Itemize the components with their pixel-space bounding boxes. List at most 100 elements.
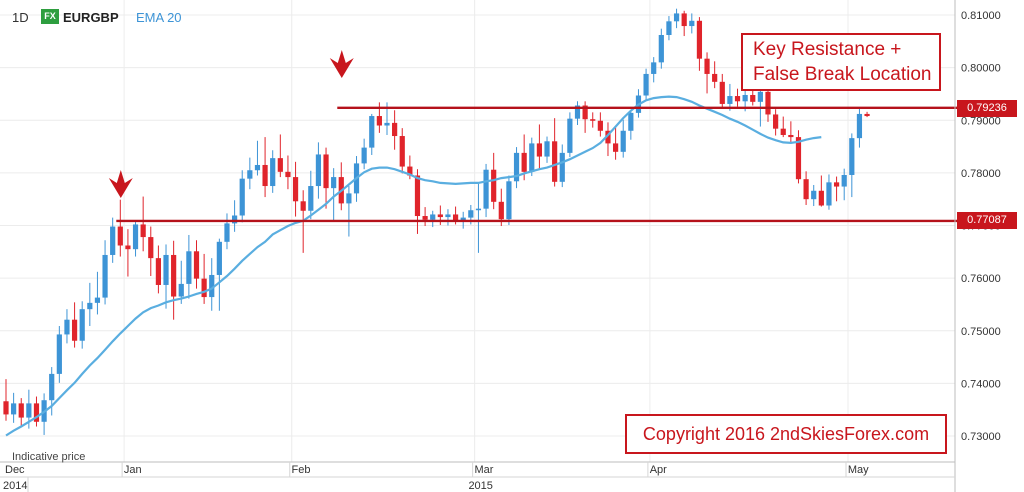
candle-body: [18, 403, 24, 418]
y-tick-label: 0.78000: [961, 168, 1001, 180]
ema-line: [5, 95, 822, 437]
candle-body: [224, 223, 230, 242]
candle-body: [384, 122, 390, 126]
candle-body: [171, 254, 177, 297]
candle-body: [270, 158, 276, 187]
candle-body: [452, 214, 459, 222]
candle-body: [315, 154, 322, 187]
candle-body: [719, 81, 725, 104]
candle-body: [163, 254, 169, 285]
candle-body: [102, 254, 108, 298]
candle-body: [491, 169, 497, 202]
candle-body: [392, 122, 398, 137]
candle-body: [628, 112, 634, 131]
x-tick-label: Jan: [124, 464, 142, 476]
candle-body: [262, 164, 268, 187]
candle-body: [11, 403, 17, 415]
candle-body: [841, 174, 847, 187]
candle-body: [209, 274, 215, 298]
down-arrow-icon: [108, 170, 133, 198]
down-arrow-icon: [329, 50, 354, 78]
candle-body: [681, 13, 687, 27]
candle-body: [117, 226, 123, 246]
candle-body: [734, 96, 741, 102]
candle-body: [285, 171, 291, 178]
candle-body: [712, 73, 718, 82]
candle-body: [666, 21, 672, 35]
candle-body: [369, 116, 375, 148]
candle-body: [79, 309, 85, 341]
candle-body: [613, 143, 619, 152]
candle-body: [201, 278, 207, 298]
resistance-annotation: Key Resistance + False Break Location: [741, 33, 941, 91]
markers: [108, 50, 354, 198]
resistance-price-tag: 0.79236: [957, 100, 1017, 117]
candle-body: [590, 119, 596, 121]
candle-body: [795, 137, 802, 180]
candle-body: [597, 120, 603, 131]
candle-body: [148, 237, 154, 259]
candle-body: [475, 208, 482, 211]
candle-body: [56, 334, 62, 374]
grid: [0, 0, 955, 462]
year-label: 2014: [3, 480, 27, 492]
candle-body: [399, 136, 405, 167]
candle-body: [292, 177, 299, 202]
candle-body: [506, 181, 512, 220]
candle-body: [818, 190, 824, 206]
candle-body: [430, 214, 436, 220]
candle-body: [110, 226, 116, 255]
candle-body: [559, 152, 565, 182]
candle-body: [308, 186, 314, 211]
x-tick-label: May: [848, 464, 869, 476]
candle-body: [620, 130, 626, 152]
candle-body: [437, 214, 443, 218]
x-tick-label: Apr: [650, 464, 667, 476]
candle-body: [765, 91, 771, 115]
candle-body: [574, 105, 581, 119]
candle-body: [651, 62, 657, 74]
candle-body: [331, 177, 337, 189]
candle-body: [536, 143, 542, 157]
candle-body: [414, 175, 421, 217]
candle-body: [468, 210, 474, 218]
candle-body: [803, 179, 809, 200]
fx-icon: FX: [41, 9, 59, 24]
indicative-price-label: Indicative price: [12, 451, 86, 463]
candle-body: [483, 169, 489, 209]
candle-body: [3, 401, 9, 415]
timeframe-label[interactable]: 1D: [12, 10, 29, 25]
indicator-label[interactable]: EMA 20: [136, 10, 182, 25]
candles: [3, 8, 870, 435]
candle-body: [529, 143, 535, 172]
candle-body: [658, 34, 664, 63]
candle-body: [780, 128, 786, 135]
candle-body: [323, 154, 329, 189]
candle-body: [87, 302, 93, 310]
ema20-line: [5, 95, 822, 437]
candle-body: [643, 73, 649, 96]
candle-body: [544, 141, 550, 157]
candle-body: [689, 20, 695, 27]
candle-body: [346, 193, 352, 204]
year-label: 2015: [468, 480, 492, 492]
candle-body: [460, 217, 466, 222]
y-tick-label: 0.75000: [961, 326, 1001, 338]
candle-body: [361, 147, 367, 164]
candle-body: [216, 241, 222, 275]
candle-body: [605, 130, 611, 144]
candle-body: [567, 118, 573, 153]
candle-body: [833, 182, 840, 187]
candle-body: [178, 283, 184, 297]
candle-body: [300, 201, 306, 211]
candle-body: [849, 138, 855, 175]
candle-body: [856, 113, 863, 139]
candle-body: [26, 403, 32, 418]
candle-body: [94, 297, 101, 303]
candle-body: [498, 201, 504, 220]
candle-body: [33, 403, 40, 422]
candle-body: [773, 114, 779, 129]
candle-body: [742, 94, 748, 102]
symbol-label[interactable]: EURGBP: [63, 10, 119, 25]
resistance-annotation-line2: False Break Location: [753, 64, 932, 85]
